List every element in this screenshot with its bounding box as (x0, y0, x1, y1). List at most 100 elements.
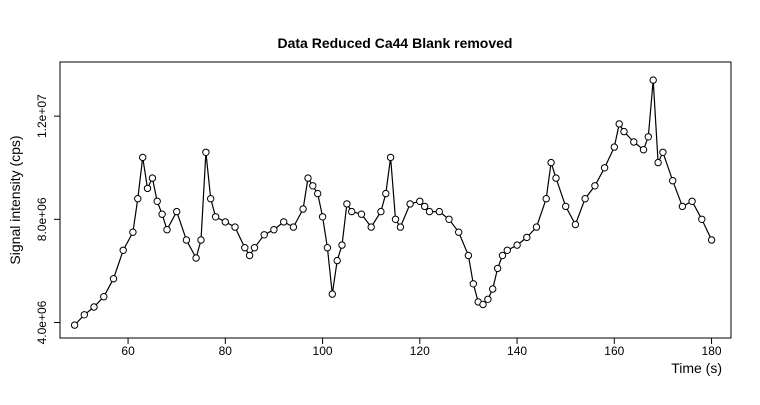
data-point (338, 241, 346, 249)
data-point (523, 233, 531, 242)
data-point (245, 251, 254, 260)
x-tick-label: 80 (219, 344, 233, 358)
data-point (148, 174, 157, 182)
data-point (639, 146, 648, 154)
data-point (610, 143, 618, 151)
data-point (469, 280, 477, 288)
data-point (630, 138, 638, 146)
data-point (328, 290, 336, 298)
data-point (143, 184, 152, 193)
data-point (562, 202, 570, 211)
data-point (348, 207, 356, 216)
data-point (615, 120, 623, 128)
data-point (260, 231, 268, 239)
x-tick-label: 120 (410, 344, 430, 358)
data-point (289, 223, 298, 231)
data-point (241, 244, 249, 252)
y-axis: 4.0e+06 8.0e+06 1.2e+07 (35, 94, 61, 344)
data-point (489, 285, 497, 293)
data-point (173, 207, 181, 216)
data-point (314, 189, 322, 198)
data-point (100, 293, 108, 301)
data-point (649, 76, 657, 84)
data-point (688, 197, 696, 206)
data-point (153, 197, 161, 206)
data-point (552, 174, 560, 182)
data-point (129, 228, 137, 236)
data-point (425, 207, 434, 216)
data-point (280, 218, 288, 226)
data-point (299, 205, 307, 213)
data-point (270, 226, 278, 234)
data-point (90, 303, 98, 311)
data-point (382, 189, 390, 198)
data-point (532, 223, 541, 231)
data-point (445, 215, 453, 224)
x-tick-label: 100 (313, 344, 333, 358)
data-point (435, 207, 443, 216)
data-point (357, 210, 366, 218)
data-point (542, 195, 550, 203)
data-point (513, 241, 521, 249)
data-point (391, 215, 400, 224)
data-point (163, 226, 171, 234)
x-tick-label: 60 (121, 344, 135, 358)
data-point (197, 236, 205, 244)
data-point (207, 195, 215, 203)
data-point (416, 197, 424, 206)
data-point (202, 148, 210, 157)
data-point (678, 202, 687, 211)
data-point (498, 251, 507, 260)
data-point (250, 244, 259, 252)
x-axis: 60 80 100 120 140 160 180 (121, 337, 722, 358)
data-point (377, 207, 385, 216)
data-point (304, 174, 312, 182)
data-point (479, 300, 487, 309)
data-point (309, 182, 317, 190)
data-point (464, 251, 473, 260)
data-point (484, 295, 492, 303)
data-point (620, 127, 628, 136)
data-point (386, 153, 395, 162)
data-point (192, 254, 200, 262)
data-point (493, 264, 502, 273)
data-point (698, 215, 706, 224)
data-point (80, 311, 89, 319)
series-line (74, 80, 713, 326)
chart-title: Data Reduced Ca44 Blank removed (278, 35, 513, 51)
data-point (158, 210, 166, 218)
x-tick-label: 160 (604, 344, 624, 358)
data-point (421, 202, 429, 211)
data-point (343, 200, 351, 208)
y-axis-title: Signal intensity (cps) (7, 135, 23, 264)
data-point (503, 246, 511, 255)
data-point (182, 236, 191, 244)
data-point (323, 244, 332, 252)
x-axis-title: Time (s) (671, 360, 722, 376)
data-point (591, 182, 599, 190)
data-point (396, 223, 405, 231)
x-tick-label: 140 (507, 344, 527, 358)
y-tick-label: 8.0e+06 (35, 197, 49, 241)
data-points (70, 76, 716, 329)
data-point (119, 246, 127, 255)
y-tick-label: 4.0e+06 (35, 300, 49, 344)
data-point (547, 158, 555, 167)
data-point (109, 275, 118, 283)
y-tick-label: 1.2e+07 (35, 94, 49, 138)
data-point (406, 200, 414, 208)
x-tick-label: 180 (702, 344, 722, 358)
data-point (70, 321, 79, 329)
data-point (367, 223, 375, 231)
data-point (139, 153, 147, 162)
data-point (707, 236, 716, 244)
data-point (654, 158, 662, 167)
data-point (231, 223, 239, 231)
data-point (644, 133, 652, 141)
data-point (333, 256, 341, 265)
data-point (571, 220, 580, 229)
data-point (600, 164, 609, 172)
data-point (659, 148, 667, 157)
